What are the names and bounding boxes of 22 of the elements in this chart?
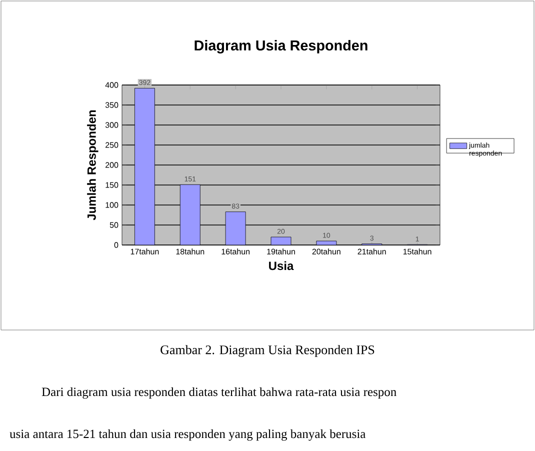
text: usia antara 15-21 tahun dan usia responden yang paling banyak berusia bbox=[10, 429, 366, 441]
y-tick-label: 350 bbox=[105, 102, 118, 108]
x-tick-label: 17tahun bbox=[130, 248, 159, 254]
x-tick-label: 18tahun bbox=[176, 248, 204, 254]
y-tick-label: 150 bbox=[106, 182, 118, 188]
y-tick-label: 250 bbox=[106, 142, 118, 148]
x-tick-label: 16tahun bbox=[222, 248, 250, 254]
text: Gambar 2. Diagram Usia Responden IPS bbox=[160, 345, 374, 357]
x-tick-label: 21tahun bbox=[358, 248, 386, 254]
y-tick-label: 300 bbox=[105, 122, 118, 128]
text: Dari diagram usia responden diatas terlihat bahwa rata-rata usia respon bbox=[42, 387, 396, 399]
y-tick-label: 200 bbox=[106, 162, 118, 168]
y-tick-label: 100 bbox=[106, 202, 118, 208]
y-tick-label: 400 bbox=[105, 82, 118, 88]
x-axis-title: Usia bbox=[269, 261, 294, 270]
y-axis-title: Jumlah Responden bbox=[87, 110, 98, 220]
y-tick-label: 50 bbox=[110, 222, 118, 228]
x-tick-label: 15tahun bbox=[403, 248, 432, 254]
x-tick-label: 19tahun bbox=[267, 248, 295, 254]
y-tick-label: 0 bbox=[114, 242, 118, 248]
x-tick-label: 20tahun bbox=[312, 248, 340, 254]
chart-title: Diagram Usia Responden bbox=[194, 40, 368, 54]
